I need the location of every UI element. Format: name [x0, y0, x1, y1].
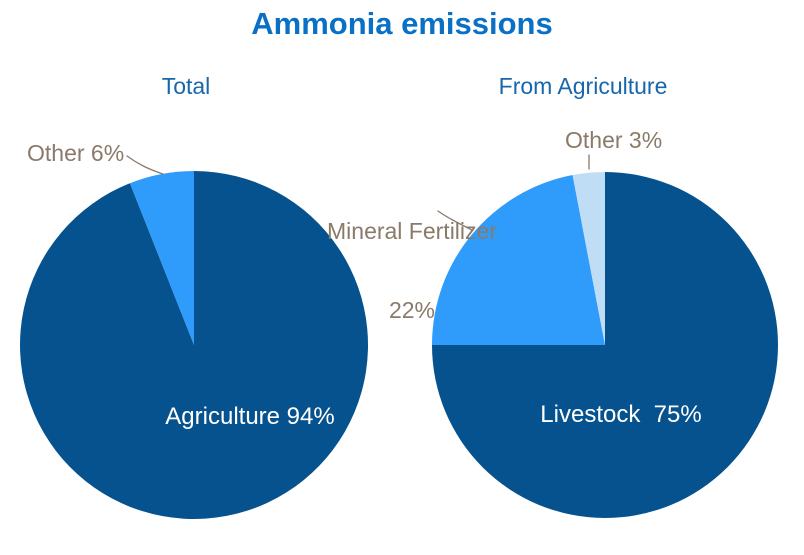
slice-label-other-6: Other 6%: [27, 140, 125, 166]
slice-label-livestock-75: Livestock 75%: [540, 401, 702, 428]
pie-total: [20, 171, 369, 519]
pie-slice-other: [129, 171, 194, 345]
mineral-fertilizer-leader-line: [437, 210, 473, 231]
chart-title: Ammonia emissions: [251, 6, 553, 41]
slice-label-mineral-fertilizer-line2: 22%: [388, 297, 436, 324]
slice-label-mineral-fertilizer: Mineral Fertilizer 22%: [327, 165, 497, 377]
other-6-leader-line: [126, 155, 164, 175]
pie-slice-mineral-fertilizer: [432, 175, 605, 345]
pie-subtitle-from-agriculture: From Agriculture: [498, 73, 668, 99]
pie-from-agriculture: [432, 172, 778, 518]
slice-label-other-3: Other 3%: [565, 127, 663, 153]
pie-slice-other: [572, 172, 605, 345]
pie-slice-agriculture: [20, 171, 369, 519]
pie-subtitle-total: Total: [161, 73, 211, 99]
slice-label-agriculture-94: Agriculture 94%: [165, 403, 335, 430]
slice-label-mineral-fertilizer-line1: Mineral Fertilizer: [327, 217, 497, 244]
